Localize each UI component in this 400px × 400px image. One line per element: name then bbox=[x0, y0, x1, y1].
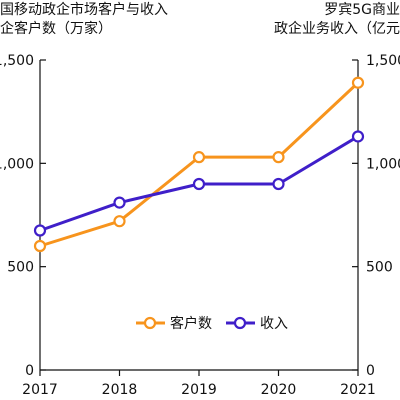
legend-marker-revenue bbox=[233, 316, 247, 330]
data-point-customers bbox=[272, 151, 285, 164]
x-tick-label: 2017 bbox=[22, 382, 58, 398]
x-tick-label: 2018 bbox=[102, 382, 138, 398]
left-y-tick-label: 1,500 bbox=[0, 53, 34, 69]
right-title-line1: 罗宾5G商业评 bbox=[324, 2, 400, 18]
left-y-tick-label: 0 bbox=[25, 363, 34, 379]
x-tick-label: 2019 bbox=[181, 382, 217, 398]
data-point-revenue bbox=[351, 130, 365, 143]
left-y-tick-label: 500 bbox=[7, 260, 34, 276]
legend-item-revenue: 收入 bbox=[226, 316, 288, 332]
x-tick-label: 2020 bbox=[261, 382, 297, 398]
left-y-tick-label: 1,000 bbox=[0, 156, 34, 172]
data-point-revenue bbox=[113, 196, 126, 209]
right-y-tick-label: 1,000 bbox=[366, 156, 400, 172]
right-title-line2: 政企业务收入（亿元） bbox=[274, 20, 400, 37]
data-point-customers bbox=[33, 239, 47, 253]
data-point-revenue bbox=[33, 224, 47, 237]
data-point-revenue bbox=[192, 177, 206, 191]
data-point-customers bbox=[351, 76, 365, 89]
data-point-revenue bbox=[272, 177, 285, 191]
legend-label-revenue: 收入 bbox=[260, 316, 288, 332]
data-point-customers bbox=[113, 215, 126, 228]
data-point-customers bbox=[192, 151, 206, 164]
right-y-tick-label: 0 bbox=[366, 363, 375, 379]
legend-item-customers: 客户数 bbox=[136, 315, 212, 332]
right-y-tick-label: 1,500 bbox=[366, 53, 400, 69]
right-y-tick-label: 500 bbox=[366, 260, 393, 276]
left-title-line2: 政企客户数（万家） bbox=[0, 20, 112, 37]
left-title-line1: 中国移动政企市场客户与收入 bbox=[0, 1, 168, 18]
legend: 客户数 收入 bbox=[136, 315, 288, 332]
legend-marker-customers bbox=[143, 316, 157, 330]
legend-label-customers: 客户数 bbox=[170, 315, 212, 332]
x-tick-label: 2021 bbox=[340, 382, 376, 398]
